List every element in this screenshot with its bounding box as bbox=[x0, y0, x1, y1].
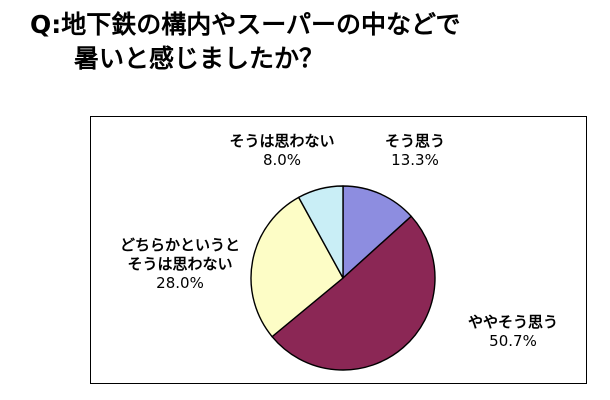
slice-name-line-1: どちらかというと bbox=[119, 236, 241, 254]
pie-slice-sou-wa-omowanai bbox=[297, 185, 344, 279]
slice-label-sou-wa-omowanai: そうは思わない 8.0% bbox=[229, 132, 334, 170]
slice-percent: 13.3% bbox=[391, 151, 439, 169]
slice-percent: 50.7% bbox=[489, 332, 537, 350]
slice-label-dochiraka-to-iuto: どちらかというと そうは思わない 28.0% bbox=[120, 236, 240, 293]
pie-slice-dochiraka-to-iuto bbox=[250, 196, 344, 338]
question-line-1: Q:地下鉄の構内やスーパーの中などで bbox=[30, 10, 461, 39]
pie-slice-yaya-sou-omou bbox=[271, 215, 436, 371]
question-title: Q:地下鉄の構内やスーパーの中などで 暑いと感じましたか？ bbox=[30, 8, 600, 76]
chart-frame bbox=[90, 116, 587, 384]
slice-name: そう思う bbox=[384, 132, 446, 150]
question-line-2: 暑いと感じましたか？ bbox=[74, 44, 325, 73]
slice-name: ややそう思う bbox=[467, 313, 559, 331]
slice-label-sou-omou: そう思う 13.3% bbox=[385, 132, 445, 170]
slice-percent: 28.0% bbox=[156, 274, 204, 292]
pie-slice-sou-omou bbox=[342, 185, 412, 279]
slice-label-yaya-sou-omou: ややそう思う 50.7% bbox=[468, 313, 558, 351]
slice-percent: 8.0% bbox=[262, 151, 302, 169]
slice-name-line-2: そうは思わない bbox=[127, 255, 233, 273]
slice-name: そうは思わない bbox=[229, 132, 335, 150]
